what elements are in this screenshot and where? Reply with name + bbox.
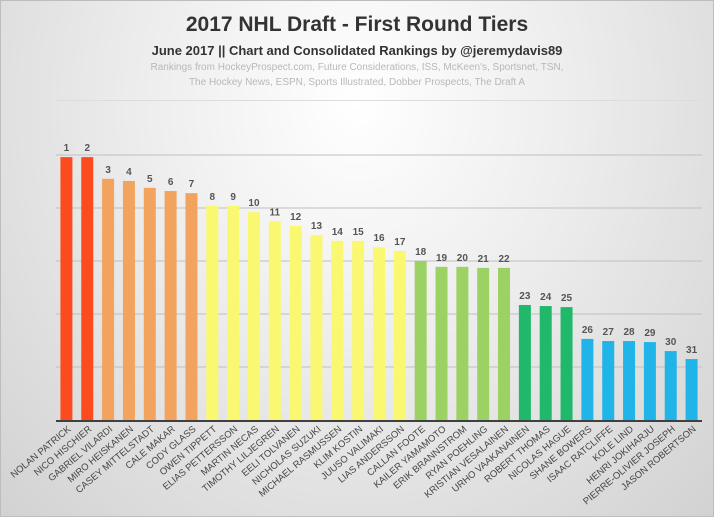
data-label: 31: [686, 345, 698, 356]
bar: [560, 307, 573, 420]
data-label: 26: [582, 325, 594, 336]
data-label: 29: [644, 328, 656, 339]
bar: [435, 266, 448, 420]
data-label: 9: [230, 192, 236, 203]
bar: [643, 342, 656, 420]
bar: [268, 221, 281, 420]
data-label: 23: [519, 291, 531, 302]
sources-line-2: The Hockey News, ESPN, Sports Illustrate…: [188, 77, 526, 88]
data-label: 13: [311, 221, 323, 232]
data-label: 24: [540, 292, 552, 303]
bar: [185, 193, 198, 420]
data-label: 19: [436, 253, 448, 264]
bar: [331, 240, 344, 420]
data-label: 16: [373, 233, 385, 244]
title-separator: [56, 100, 701, 101]
data-label: 6: [168, 177, 174, 188]
data-label: 15: [353, 227, 365, 238]
data-label: 5: [147, 174, 153, 185]
bar: [581, 338, 594, 420]
bar: [247, 212, 260, 420]
data-label: 8: [210, 192, 216, 203]
data-label: 17: [394, 237, 406, 248]
data-label: 11: [270, 207, 281, 218]
data-label: 3: [105, 165, 111, 176]
bar: [310, 235, 323, 420]
sources-line-1: Rankings from HockeyProspect.com, Future…: [150, 62, 564, 73]
bar: [539, 306, 552, 420]
bar: [456, 266, 469, 420]
data-label: 25: [561, 293, 573, 304]
bar: [206, 205, 219, 420]
data-label: 2: [84, 143, 90, 154]
data-label: 20: [457, 253, 469, 264]
data-label: 4: [126, 167, 132, 178]
data-label: 12: [290, 212, 302, 223]
bar: [227, 205, 240, 420]
bar: [373, 247, 385, 420]
data-label: 21: [478, 254, 490, 265]
data-label: 28: [624, 327, 636, 338]
bar: [352, 240, 365, 420]
bar: [143, 187, 156, 420]
data-label: 18: [415, 247, 427, 258]
bar: [60, 157, 73, 420]
chart-title: 2017 NHL Draft - First Round Tiers: [185, 13, 529, 36]
bar: [518, 304, 531, 420]
bar: [664, 351, 677, 420]
data-label: 7: [189, 179, 195, 190]
bar: [102, 178, 115, 420]
bar: [602, 341, 615, 420]
bar: [685, 359, 698, 420]
data-label: 27: [603, 327, 615, 338]
bar: [289, 226, 302, 420]
bar: [414, 261, 427, 420]
bar: [164, 191, 177, 420]
bar: [477, 267, 490, 420]
bar: [393, 250, 406, 420]
chart-subtitle: June 2017 || Chart and Consolidated Rank…: [151, 43, 563, 58]
bar: [623, 341, 636, 420]
bar: [122, 180, 135, 420]
data-label: 14: [332, 227, 344, 238]
bar: [498, 267, 511, 420]
data-label: 10: [248, 198, 260, 209]
data-label: 1: [64, 143, 70, 154]
data-label: 30: [665, 337, 677, 348]
data-label: 22: [498, 254, 510, 265]
bar: [81, 157, 94, 420]
